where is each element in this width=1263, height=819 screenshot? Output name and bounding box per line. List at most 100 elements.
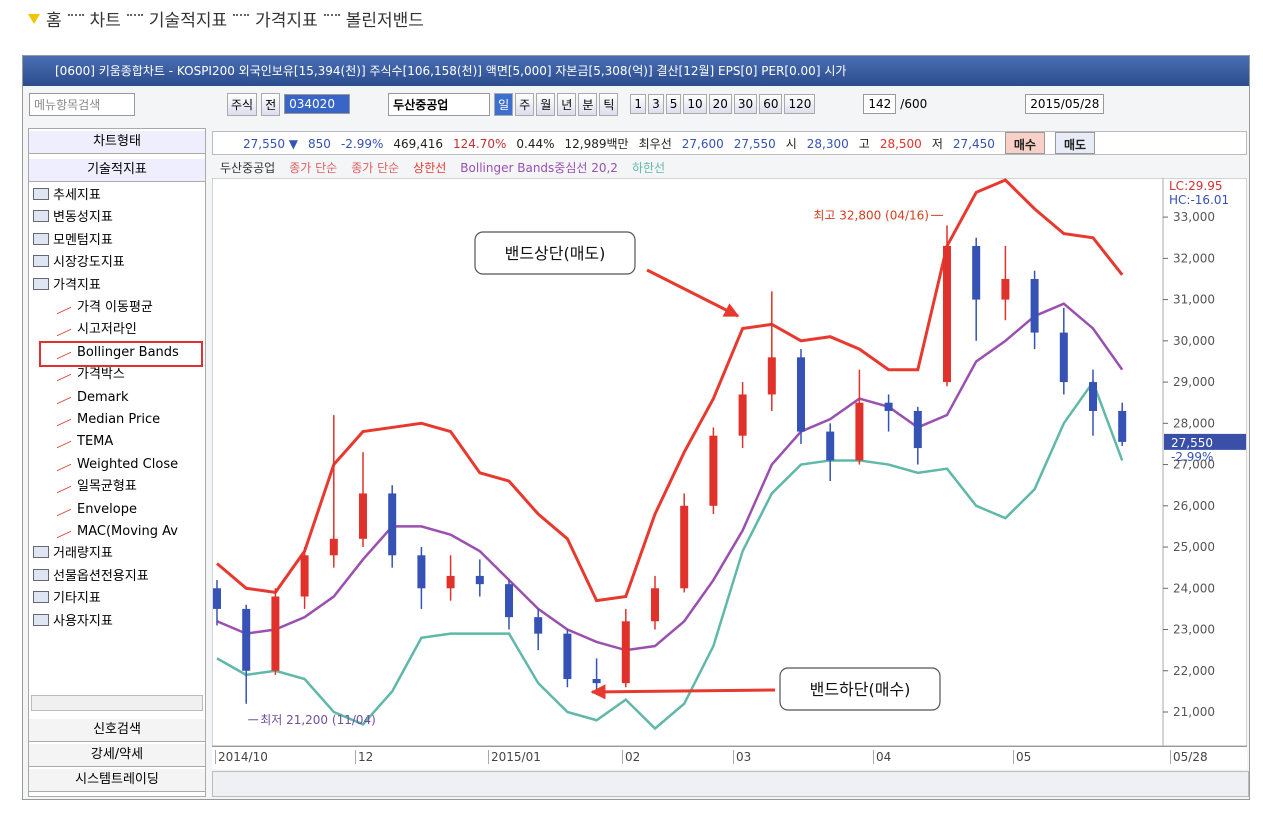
tree-item[interactable]: 기타지표	[33, 588, 101, 610]
breadcrumb: 홈 차트 기술적지표 가격지표 볼린저밴드	[28, 6, 424, 31]
quote-price: 27,550 ▼	[243, 137, 299, 151]
tree-item[interactable]: 가격박스	[57, 364, 125, 386]
tree-item[interactable]: 일목균형표	[57, 476, 137, 498]
candle-body	[300, 555, 309, 597]
lc-label: LC:29.95	[1169, 179, 1222, 193]
scope-select[interactable]: 전	[261, 92, 281, 116]
breadcrumb-item[interactable]: 볼린저밴드	[345, 11, 424, 31]
separator	[126, 13, 143, 16]
quote-low-label: 저	[931, 137, 943, 151]
market-select[interactable]: 주식	[227, 92, 258, 116]
period-button[interactable]: 월	[536, 92, 556, 116]
legend-item: 상한선	[413, 161, 447, 175]
side-button[interactable]: 시스템트레이딩	[29, 769, 205, 792]
interval-button[interactable]: 120	[784, 94, 816, 114]
count-input[interactable]: 142	[863, 94, 897, 114]
interval-button[interactable]: 5	[665, 94, 682, 114]
tree-label: 시장강도지표	[53, 255, 125, 271]
folder-icon	[33, 210, 49, 223]
search-box[interactable]: 메뉴항목검색	[29, 92, 135, 116]
quote-sell[interactable]: 매도	[1054, 132, 1096, 154]
x-tick-label: 12	[355, 750, 373, 764]
interval-button[interactable]: 1	[630, 94, 647, 114]
tab[interactable]: 기술적지표	[29, 159, 205, 182]
candle-body	[738, 394, 747, 436]
interval-buttons: 1 3 5 10 20 30 60 120	[630, 94, 816, 114]
period-button[interactable]: 일	[494, 92, 514, 116]
tree-label: 가격박스	[77, 367, 125, 383]
period-button[interactable]: 분	[578, 92, 598, 116]
tree-item[interactable]: Demark	[57, 387, 129, 409]
scroll-bar[interactable]	[212, 771, 1249, 797]
high-note: 최고 32,800 (04/16)	[813, 208, 929, 222]
candle-body	[388, 493, 397, 556]
x-tick-label: 05/28	[1170, 750, 1208, 764]
period-button[interactable]: 틱	[599, 92, 619, 116]
tree-item[interactable]: Envelope	[57, 499, 137, 521]
y-tick-label: 23,000	[1173, 623, 1215, 637]
tree-item[interactable]: 추세지표	[33, 185, 101, 207]
candle-body	[359, 493, 367, 539]
tree-item[interactable]: 거래량지표	[33, 543, 113, 565]
quote-bar: 27,550 ▼ 850 -2.99% 469,416 124.70% 0.44% 12,9…	[212, 131, 1247, 155]
side-button[interactable]: 강세/약세	[29, 744, 205, 767]
tree-item[interactable]: 가격 이동평균	[57, 297, 153, 319]
tree-item[interactable]: 시고저라인	[57, 319, 137, 341]
interval-button[interactable]: 20	[708, 94, 732, 114]
legend-item: Bollinger Bands중심선 20,2	[460, 161, 618, 175]
tree-item[interactable]: Weighted Close	[57, 454, 178, 476]
tree-item[interactable]: Median Price	[57, 409, 160, 431]
indicator-icon	[57, 522, 71, 539]
quote-volume-rate: 124.70%	[453, 137, 507, 151]
indicator-icon	[57, 298, 71, 315]
interval-button[interactable]: 60	[759, 94, 783, 114]
candle-body	[943, 245, 951, 383]
interval-button[interactable]: 3	[648, 94, 664, 114]
y-tick-label: 31,000	[1173, 293, 1215, 307]
interval-button[interactable]: 30	[733, 94, 758, 114]
tree-item[interactable]: TEMA	[57, 431, 113, 453]
tree-item[interactable]: Bollinger Bands	[57, 342, 179, 364]
highlight-box	[39, 340, 203, 367]
stock-name: 두산중공업	[388, 92, 491, 116]
quote-buy[interactable]: 매수	[1004, 132, 1045, 154]
tree-item[interactable]: MAC(Moving Av	[57, 521, 178, 543]
breadcrumb-item[interactable]: 가격지표	[255, 11, 318, 31]
code-input[interactable]: 034020	[284, 94, 351, 114]
y-tick-label: 21,000	[1173, 705, 1215, 719]
quote-volume: 469,416	[393, 137, 444, 151]
x-tick-label: 04	[873, 750, 891, 764]
legend: 두산중공업 종가 단순 종가 단순 상한선 Bollinger Bands중심선 20,…	[212, 158, 1162, 178]
tree-item[interactable]: 모멘텀지표	[33, 230, 113, 252]
candle-body	[826, 431, 835, 461]
legend-item: 종가 단순	[351, 161, 400, 175]
tab[interactable]: 차트형태	[29, 131, 205, 154]
breadcrumb-item[interactable]: 차트	[89, 11, 121, 31]
period-button[interactable]: 년	[557, 92, 577, 116]
side-button[interactable]: 신호검색	[29, 719, 205, 742]
candle-body	[534, 617, 543, 634]
tree-item[interactable]: 시장강도지표	[33, 252, 125, 274]
folder-icon	[33, 232, 49, 245]
tree-item[interactable]: 선물옵션전용지표	[33, 566, 149, 588]
tree-label: MAC(Moving Av	[77, 524, 178, 539]
callout-arrow	[590, 684, 776, 700]
candle-body	[505, 584, 513, 618]
tree-item[interactable]: 변동성지표	[33, 207, 113, 229]
candle-body	[475, 575, 484, 585]
tree-item[interactable]: 사용자지표	[33, 611, 113, 633]
tree-label: 선물옵션전용지표	[53, 568, 149, 584]
interval-button[interactable]: 10	[683, 94, 707, 114]
indicator-icon	[57, 500, 71, 516]
h-scrollbar[interactable]	[31, 695, 203, 711]
indicator-icon	[57, 410, 71, 427]
tree-item[interactable]: 가격지표	[33, 275, 101, 297]
period-button[interactable]: 주	[515, 92, 535, 116]
quote-bid: 27,550	[733, 137, 776, 151]
breadcrumb-item[interactable]: 기술적지표	[148, 11, 228, 31]
date-input[interactable]: 2015/05/28	[1025, 94, 1105, 114]
breadcrumb-item[interactable]: 홈	[46, 11, 62, 31]
callout-arrow	[646, 268, 740, 318]
y-tick-label: 28,000	[1173, 416, 1215, 430]
